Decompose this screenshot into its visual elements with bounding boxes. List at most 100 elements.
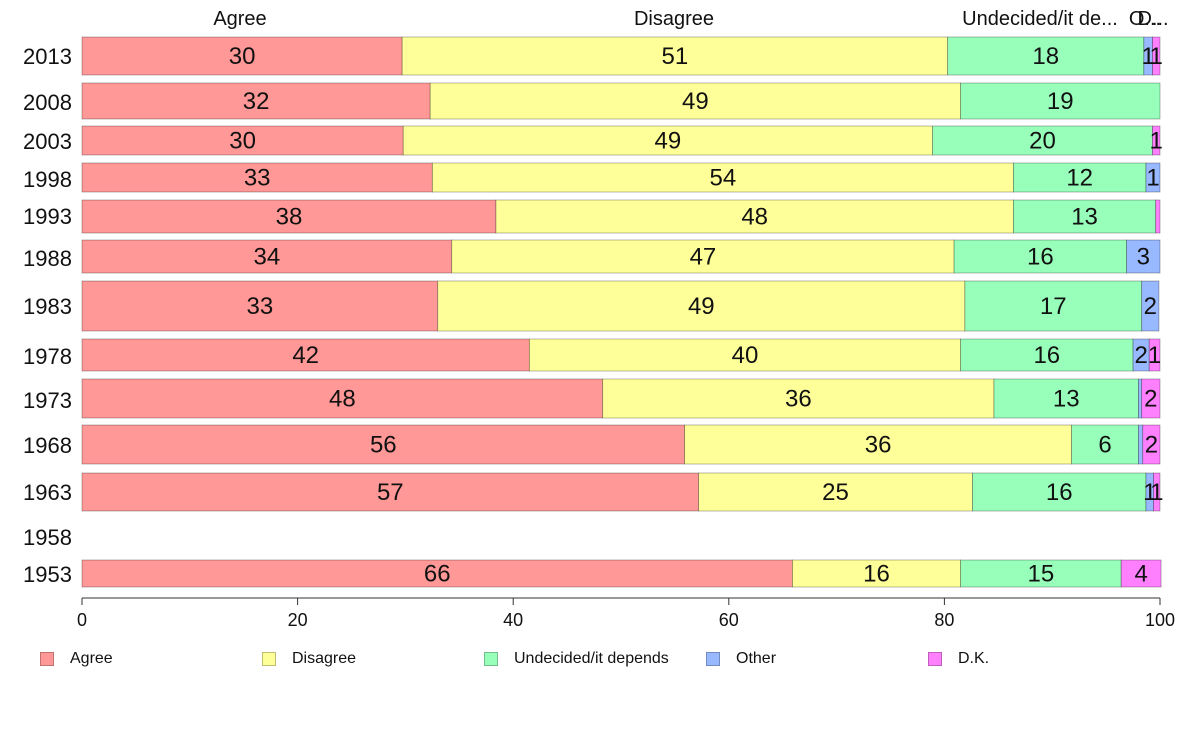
bar-segment <box>401 36 949 76</box>
data-label: 51 <box>662 43 689 70</box>
legend-swatch-other <box>706 652 720 666</box>
x-tick-label: 0 <box>77 610 87 630</box>
data-label: 15 <box>1028 561 1055 588</box>
bar-segment <box>81 239 453 274</box>
bar-segment <box>81 280 439 332</box>
bar-segment <box>1012 162 1147 193</box>
bar-segment <box>993 378 1139 419</box>
legend-swatch-disagree <box>262 652 276 666</box>
bar-segment <box>1126 239 1161 274</box>
bar-segment <box>1148 338 1161 372</box>
year-label: 2003 <box>23 129 72 154</box>
bar-segment <box>1142 424 1161 465</box>
legend-swatch-dk <box>928 652 942 666</box>
legend-item-undecided: Undecided/it depends <box>484 650 669 668</box>
bar-segment <box>429 82 961 120</box>
data-label: 13 <box>1071 204 1098 231</box>
legend-label-undecided: Undecided/it depends <box>514 650 669 667</box>
year-label: 1968 <box>23 433 72 458</box>
data-label: 48 <box>329 386 356 413</box>
bar-segment <box>81 472 700 512</box>
bar-segment <box>792 559 961 588</box>
data-label: 1 <box>1148 342 1161 369</box>
bar-segment <box>602 378 995 419</box>
x-tick-label: 60 <box>719 610 739 630</box>
data-label: 1 <box>1146 165 1159 192</box>
data-label: 18 <box>1032 43 1059 70</box>
year-label: 2008 <box>23 90 72 115</box>
bar-segment <box>1145 162 1161 193</box>
bar-segment <box>972 472 1147 512</box>
data-label: 16 <box>863 561 890 588</box>
data-label: 16 <box>1046 479 1073 506</box>
bar-segment <box>1152 36 1161 76</box>
bar-segment <box>1012 199 1157 234</box>
chart-legend: Agree Disagree Undecided/it depends Othe… <box>40 650 1160 674</box>
bar-segment <box>960 82 1161 120</box>
data-label: 42 <box>292 342 319 369</box>
legend-label-other: Other <box>736 650 777 667</box>
bar-segment <box>1153 472 1161 512</box>
bar-segment <box>684 424 1073 465</box>
data-label: 25 <box>822 479 849 506</box>
legend-swatch-undecided <box>484 652 498 666</box>
bar-segment <box>81 199 497 234</box>
data-label: 34 <box>254 244 281 271</box>
data-label: 49 <box>655 128 682 155</box>
year-label: 1993 <box>23 204 72 229</box>
legend-item-dk: D.K. <box>928 650 989 668</box>
data-label: 2 <box>1144 293 1157 320</box>
data-label: 49 <box>682 88 709 115</box>
bar-segment <box>960 338 1134 372</box>
data-label: 17 <box>1040 293 1067 320</box>
data-label: 6 <box>1098 432 1111 459</box>
data-label: 66 <box>424 561 451 588</box>
data-label: 2 <box>1144 386 1157 413</box>
year-label: 1963 <box>23 480 72 505</box>
bar-segment <box>1155 199 1161 234</box>
bar-segment <box>1152 125 1161 156</box>
data-label: 1 <box>1143 479 1156 506</box>
data-label: 49 <box>688 293 715 320</box>
data-label: 16 <box>1027 244 1054 271</box>
data-label: 33 <box>244 165 271 192</box>
data-label: 1 <box>1150 479 1163 506</box>
year-label: 1998 <box>23 167 72 192</box>
data-label: 13 <box>1053 386 1080 413</box>
bar-segment <box>81 378 604 419</box>
data-label: 19 <box>1047 88 1074 115</box>
data-label: 2 <box>1134 342 1147 369</box>
top-series-label: Undecided/it de... <box>962 8 1118 30</box>
bar-segment <box>1141 378 1161 419</box>
bar-segment <box>698 472 973 512</box>
bar-segment <box>964 280 1143 332</box>
legend-label-disagree: Disagree <box>292 650 357 667</box>
legend-item-other: Other <box>706 650 776 668</box>
year-label: 1983 <box>23 294 72 319</box>
legend-label-agree: Agree <box>70 650 113 667</box>
bar-segment <box>402 125 933 156</box>
data-label: 20 <box>1029 128 1056 155</box>
bar-segment <box>1138 424 1144 465</box>
bar-segment <box>495 199 1014 234</box>
data-label: 30 <box>229 128 256 155</box>
data-label: 12 <box>1066 165 1093 192</box>
data-label: 16 <box>1033 342 1060 369</box>
data-label: 36 <box>785 386 812 413</box>
year-label: 2013 <box>23 44 72 69</box>
data-label: 1 <box>1150 43 1163 70</box>
data-label: 47 <box>690 244 717 271</box>
data-label: 1 <box>1141 43 1154 70</box>
data-label: 54 <box>710 165 737 192</box>
legend-label-dk: D.K. <box>958 650 990 667</box>
bar-segment <box>953 239 1127 274</box>
year-label: 1973 <box>23 388 72 413</box>
bar-segment <box>1120 559 1162 588</box>
bar-segment <box>81 559 793 588</box>
year-label: 1978 <box>23 344 72 369</box>
bar-segment <box>1071 424 1139 465</box>
bar-segment <box>960 559 1122 588</box>
bar-segment <box>81 162 433 193</box>
data-label: 57 <box>377 479 404 506</box>
